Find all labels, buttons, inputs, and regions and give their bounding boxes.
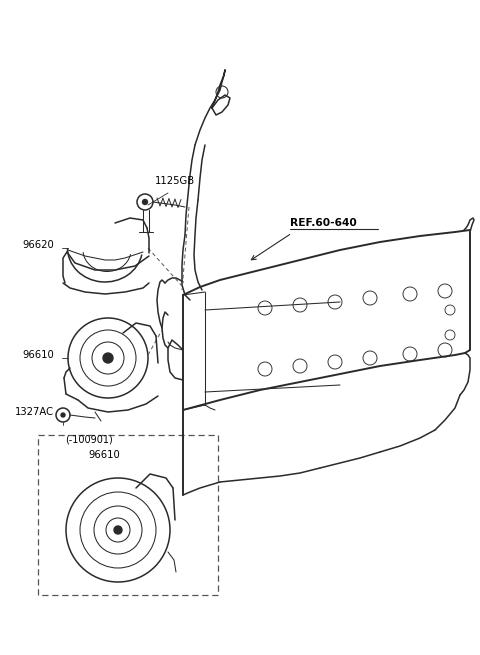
Text: (-100901): (-100901) [65, 435, 113, 445]
Circle shape [103, 353, 113, 363]
Circle shape [114, 526, 122, 534]
Text: REF.60-640: REF.60-640 [290, 218, 357, 228]
Circle shape [143, 200, 147, 204]
Text: 1327AC: 1327AC [15, 407, 54, 417]
Text: 96610: 96610 [22, 350, 54, 360]
Circle shape [61, 413, 65, 417]
Text: 96610: 96610 [88, 450, 120, 460]
Text: 96620: 96620 [22, 240, 54, 250]
Text: 1125GB: 1125GB [155, 176, 195, 186]
